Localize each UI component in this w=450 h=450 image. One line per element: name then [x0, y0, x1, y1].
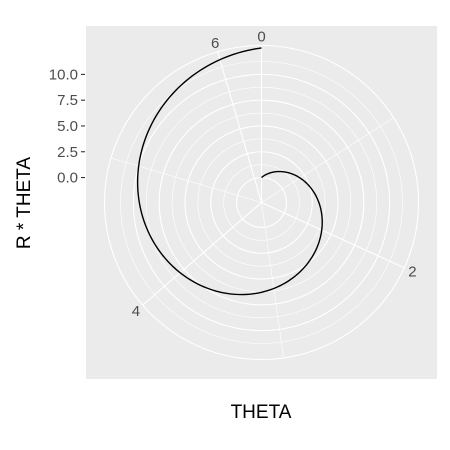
grid-spoke-minor	[261, 117, 394, 203]
grid-circle	[210, 151, 313, 254]
grid-spoke	[217, 51, 263, 203]
theta-tick-label: 0	[257, 29, 265, 46]
grid-circle-outer	[103, 44, 420, 361]
r-tick-label: 2.5	[57, 144, 78, 161]
r-tick-label: 10.0	[49, 66, 78, 83]
grid-circle-minor	[145, 86, 378, 319]
grid-spoke	[261, 201, 405, 269]
series-layer	[136, 47, 323, 296]
grid-circle	[158, 99, 365, 306]
x-axis-title: THETA	[231, 402, 292, 423]
r-tick-label: 0.0	[57, 170, 78, 187]
grid-spoke	[142, 202, 262, 306]
grid-spoke-minor	[110, 157, 262, 203]
grid-circle	[235, 176, 288, 229]
grid-spoke-minor	[261, 202, 284, 358]
r-tick-label: 5.0	[57, 118, 78, 135]
grid-circle-minor	[223, 164, 300, 241]
series-line	[136, 47, 323, 296]
theta-tick-label: 2	[408, 264, 416, 281]
theta-tick-label: 6	[211, 35, 219, 52]
grid-circle-minor	[197, 138, 326, 267]
grid-circle-minor	[120, 61, 403, 344]
theta-tick-label: 4	[132, 303, 140, 320]
grid-circle	[184, 125, 339, 280]
polar-grid	[103, 44, 420, 361]
r-tick-label: 7.5	[57, 92, 78, 109]
y-axis-title: R * THETA	[14, 157, 35, 250]
grid-circle	[132, 73, 391, 332]
tick-labels: 0 2 4 6 0.0 2.5 5.0 7.5 10.0	[49, 29, 417, 321]
